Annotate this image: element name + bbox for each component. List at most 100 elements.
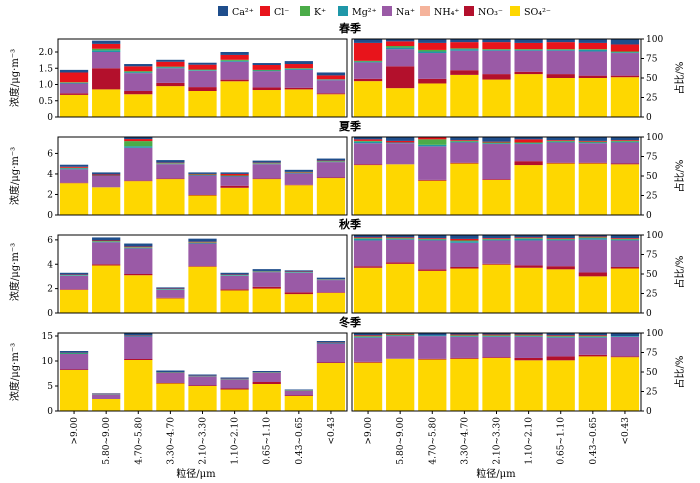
- percentage-bar-segment: [482, 144, 511, 180]
- percentage-bar-segment: [482, 334, 511, 336]
- concentration-bar-segment: [59, 168, 89, 170]
- right-ylabel-winter: 占比/%: [673, 356, 686, 389]
- percentage-bar-segment: [546, 137, 575, 141]
- concentration-bar-segment: [59, 275, 89, 276]
- percentage-bar-segment: [450, 268, 479, 313]
- percentage-bar-segment: [418, 139, 447, 145]
- percentage-bar-segment: [353, 61, 383, 63]
- percentage-bar-segment: [546, 239, 575, 241]
- percentage-bar-segment: [386, 336, 415, 359]
- y-tick-label: 100: [646, 231, 663, 241]
- concentration-bar-segment: [156, 82, 185, 87]
- concentration-bar-segment: [124, 146, 153, 148]
- percentage-bar-segment: [546, 141, 575, 143]
- percentage-bar-segment: [482, 357, 511, 358]
- y-tick-label: 0: [47, 113, 53, 123]
- y-tick-label: 100: [646, 35, 663, 45]
- concentration-bar-segment: [252, 371, 281, 373]
- percentage-bar-segment: [610, 266, 640, 269]
- concentration-bar-segment: [59, 351, 89, 353]
- percentage-bar-segment: [418, 239, 447, 241]
- concentration-bar-segment: [124, 360, 153, 411]
- legend-label: Na⁺: [396, 7, 415, 18]
- concentration-bar-segment: [188, 243, 217, 267]
- percentage-bar-segment: [450, 333, 479, 335]
- percentage-bar-segment: [482, 42, 511, 50]
- percentage-bar-segment: [450, 70, 479, 75]
- concentration-bar-segment: [156, 67, 185, 69]
- concentration-bar-segment: [156, 370, 185, 372]
- concentration-bar-segment: [156, 160, 185, 163]
- concentration-bar-segment: [252, 87, 281, 91]
- percentage-bar-segment: [578, 354, 607, 357]
- y-tick-label: 0: [646, 113, 652, 123]
- concentration-bar-segment: [92, 237, 121, 241]
- percentage-bar-segment: [578, 140, 607, 142]
- concentration-bar-segment: [92, 48, 121, 51]
- percentage-chart: 0 25 50 75 100: [351, 231, 663, 319]
- percentage-bar-segment: [578, 356, 607, 411]
- concentration-bar-segment: [92, 399, 121, 411]
- percentage-bar-segment: [353, 240, 383, 267]
- concentration-bar-segment: [92, 241, 121, 242]
- percentage-bar-segment: [514, 238, 543, 241]
- percentage-bar-segment: [514, 360, 543, 411]
- percentage-bar-segment: [546, 360, 575, 411]
- y-tick-label: 0: [47, 407, 53, 417]
- legend-swatch: [510, 6, 520, 16]
- left-ylabel-summer: 浓度/μg·m⁻³: [8, 147, 21, 205]
- concentration-bar-segment: [284, 184, 313, 186]
- concentration-bar-segment: [220, 52, 249, 55]
- x-tick-label: <0.43: [621, 417, 631, 445]
- concentration-bar-segment: [316, 343, 346, 363]
- percentage-bar-segment: [482, 137, 511, 142]
- percentage-bar-segment: [578, 143, 607, 163]
- legend-label: NO₃⁻: [478, 7, 503, 18]
- percentage-bar-segment: [578, 141, 607, 143]
- concentration-bar-segment: [156, 59, 185, 62]
- percentage-bar-segment: [418, 53, 447, 79]
- percentage-bar-segment: [482, 74, 511, 80]
- concentration-bar-segment: [316, 363, 346, 411]
- concentration-bar-segment: [316, 161, 346, 163]
- concentration-bar-segment: [252, 160, 281, 163]
- concentration-bar-segment: [92, 50, 121, 53]
- concentration-bar-segment: [124, 333, 153, 336]
- percentage-bar-segment: [546, 335, 575, 337]
- percentage-bar-segment: [386, 66, 415, 89]
- percentage-bar-segment: [450, 357, 479, 359]
- percentage-bar-segment: [418, 146, 447, 180]
- percentage-bar-segment: [546, 336, 575, 338]
- percentage-bar-segment: [418, 270, 447, 313]
- percentage-bar-segment: [514, 267, 543, 313]
- y-tick-label: 0.5: [39, 97, 54, 107]
- percentage-bar-segment: [450, 49, 479, 51]
- concentration-bar-segment: [252, 162, 281, 164]
- concentration-bar-segment: [124, 181, 153, 215]
- percentage-bar-segment: [546, 78, 575, 117]
- percentage-bar-segment: [450, 163, 479, 215]
- concentration-bar-segment: [188, 62, 217, 65]
- percentage-bar-segment: [386, 263, 415, 313]
- percentage-bar-segment: [482, 179, 511, 180]
- percentage-bar-segment: [353, 62, 383, 79]
- percentage-bar-segment: [546, 333, 575, 336]
- panel-title: 春季: [339, 21, 362, 35]
- y-tick-label: 50: [646, 270, 658, 280]
- concentration-bar-segment: [220, 185, 249, 188]
- percentage-bar-segment: [610, 44, 640, 52]
- concentration-bar-segment: [252, 65, 281, 70]
- concentration-bar-segment: [252, 163, 281, 165]
- percentage-bar-segment: [450, 266, 479, 269]
- percentage-bar-segment: [386, 140, 415, 143]
- percentage-bar-segment: [482, 238, 511, 239]
- y-tick-label: 25: [646, 290, 658, 300]
- concentration-bar-segment: [188, 385, 217, 386]
- percentage-bar-segment: [578, 239, 607, 273]
- concentration-bar-segment: [220, 187, 249, 215]
- concentration-bar-segment: [252, 164, 281, 179]
- axes-frame: [57, 136, 348, 216]
- legend-item: NH₄⁺: [420, 6, 459, 18]
- concentration-bar-segment: [252, 382, 281, 384]
